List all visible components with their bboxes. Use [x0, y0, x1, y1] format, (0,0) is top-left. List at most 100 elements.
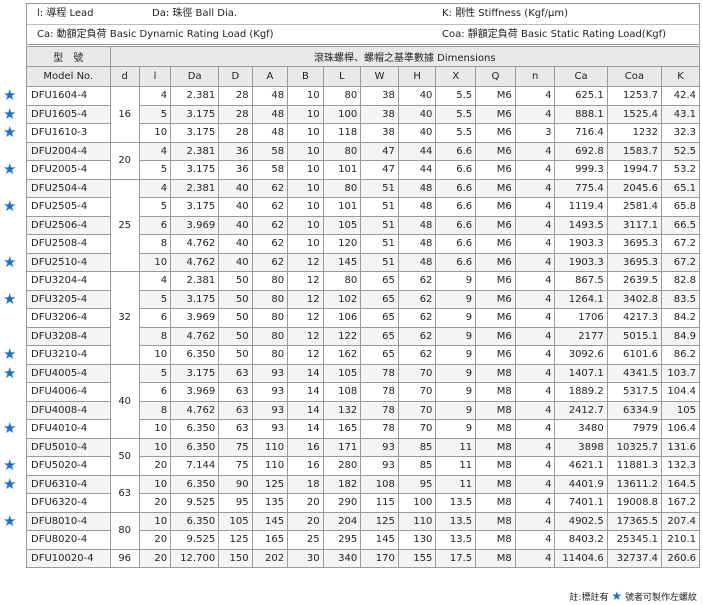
column-header-x: X — [435, 66, 477, 87]
cell-h: 48 — [397, 178, 437, 198]
cell-d: 40 — [218, 215, 253, 235]
cell-h: 155 — [397, 548, 437, 568]
cell-a: 58 — [251, 141, 289, 161]
cell-h: 95 — [397, 474, 437, 494]
cell-x: 9 — [435, 271, 477, 291]
cell-a: 62 — [251, 178, 289, 198]
column-header-n: n — [514, 66, 556, 87]
shaft-diameter-cell: 40 — [109, 363, 140, 439]
cell-w: 108 — [360, 474, 399, 494]
cell-n: 4 — [514, 160, 556, 180]
cell-coa: 3695.3 — [606, 252, 663, 272]
cell-ca: 1493.5 — [554, 215, 608, 235]
cell-d: 50 — [218, 289, 253, 309]
cell-h: 40 — [397, 123, 437, 143]
cell-da: 2.381 — [170, 86, 220, 106]
column-header-q: Q — [475, 66, 516, 87]
cell-coa: 4341.5 — [606, 363, 663, 383]
model-number-cell: DFU3206-4 — [26, 308, 111, 328]
cell-l: 10 — [138, 419, 172, 439]
cell-w: 38 — [360, 123, 399, 143]
cell-l: 204 — [322, 511, 362, 531]
cell-l: 106 — [322, 308, 362, 328]
cell-a: 62 — [251, 234, 289, 254]
table-row: DFU4006-4 6 3.969 63 93 14 108 78 70 9 M8 4 1889.2 53… — [26, 382, 700, 402]
cell-l: 80 — [322, 178, 362, 198]
cell-k: 131.6 — [661, 437, 700, 457]
model-number-cell: DFU2510-4 — [26, 252, 111, 272]
cell-x: 11 — [435, 456, 477, 476]
model-number-cell: DFU2004-4 — [26, 141, 111, 161]
cell-l: 118 — [322, 123, 362, 143]
cell-k: 105 — [661, 400, 700, 420]
cell-b: 14 — [287, 382, 324, 402]
cell-l: 120 — [322, 234, 362, 254]
cell-l: 290 — [322, 493, 362, 513]
cell-a: 110 — [251, 437, 289, 457]
cell-ca: 716.4 — [554, 123, 608, 143]
model-number-cell: DFU6310-4 — [26, 474, 111, 494]
table-row: DFU2005-4 5 3.175 36 58 10 101 47 44 6.6 M6 4 999.3 1… — [26, 160, 700, 180]
table-row: DFU2004-4 20 4 2.381 36 58 10 80 47 44 6.6 M6 4 692.8… — [26, 141, 700, 180]
cell-l: 122 — [322, 326, 362, 346]
cell-n: 4 — [514, 86, 556, 106]
star-icon: ★ — [3, 364, 17, 382]
table-body: DFU1604-4 16 4 2.381 28 48 10 80 38 40 5.5 M6 4 625.1… — [26, 86, 700, 568]
cell-b: 12 — [287, 252, 324, 272]
cell-x: 9 — [435, 419, 477, 439]
cell-l: 6 — [138, 215, 172, 235]
cell-b: 18 — [287, 474, 324, 494]
legend-ball-dia: Da: 珠徑 Ball Dia. — [152, 8, 238, 19]
cell-d: 28 — [218, 123, 253, 143]
cell-a: 110 — [251, 456, 289, 476]
cell-k: 103.7 — [661, 363, 700, 383]
cell-d: 40 — [218, 234, 253, 254]
model-number-cell: DFU10020-4 — [26, 548, 111, 568]
model-number-cell: DFU3210-4 — [26, 345, 111, 365]
cell-k: 67.2 — [661, 252, 700, 272]
column-header-l: L — [322, 66, 362, 87]
cell-n: 4 — [514, 141, 556, 161]
cell-ca: 888.1 — [554, 104, 608, 124]
star-icon: ★ — [3, 290, 17, 308]
cell-coa: 1525.4 — [606, 104, 663, 124]
cell-d: 28 — [218, 104, 253, 124]
model-number-cell: DFU1605-4 — [26, 104, 111, 124]
table-row: DFU8020-4 20 9.525 125 165 25 295 145 130 13.5 M8 4… — [26, 530, 700, 550]
cell-b: 12 — [287, 289, 324, 309]
cell-b: 12 — [287, 345, 324, 365]
cell-w: 115 — [360, 493, 399, 513]
cell-k: 53.2 — [661, 160, 700, 180]
cell-h: 70 — [397, 382, 437, 402]
cell-l: 4 — [138, 271, 172, 291]
cell-l: 20 — [138, 493, 172, 513]
star-icon: ★ — [3, 160, 17, 178]
cell-coa: 11881.3 — [606, 456, 663, 476]
cell-x: 17.5 — [435, 548, 477, 568]
star-icon: ★ — [3, 105, 17, 123]
cell-w: 78 — [360, 382, 399, 402]
legend-row-1: l: 導程 Lead Da: 珠徑 Ball Dia. K: 剛性 Stiffn… — [27, 4, 699, 25]
cell-x: 5.5 — [435, 104, 477, 124]
table-row: DFU5020-4 20 7.144 75 110 16 280 93 85 11 M8 4 4621.… — [26, 456, 700, 476]
legend-row-2: Ca: 動額定負荷 Basic Dynamic Rating Load (Kgf… — [27, 25, 699, 45]
cell-h: 70 — [397, 363, 437, 383]
cell-ca: 4902.5 — [554, 511, 608, 531]
cell-h: 48 — [397, 252, 437, 272]
cell-l: 10 — [138, 511, 172, 531]
footnote-text-after: 號者可製作左螺紋 — [624, 593, 697, 603]
cell-a: 62 — [251, 252, 289, 272]
cell-x: 9 — [435, 400, 477, 420]
legend-dynamic-load: Ca: 動額定負荷 Basic Dynamic Rating Load (Kgf… — [37, 29, 274, 40]
model-number-cell: DFU2506-4 — [26, 215, 111, 235]
cell-n: 4 — [514, 197, 556, 217]
cell-h: 62 — [397, 289, 437, 309]
left-thread-markers: ★ ★ ★ ★ ★ ★ ★ ★ ★ ★ ★ ★ ★ — [0, 0, 24, 605]
cell-l: 8 — [138, 400, 172, 420]
cell-l: 100 — [322, 104, 362, 124]
model-no-header: Model No. — [26, 66, 111, 87]
cell-h: 130 — [397, 530, 437, 550]
cell-w: 78 — [360, 419, 399, 439]
cell-l: 340 — [322, 548, 362, 568]
